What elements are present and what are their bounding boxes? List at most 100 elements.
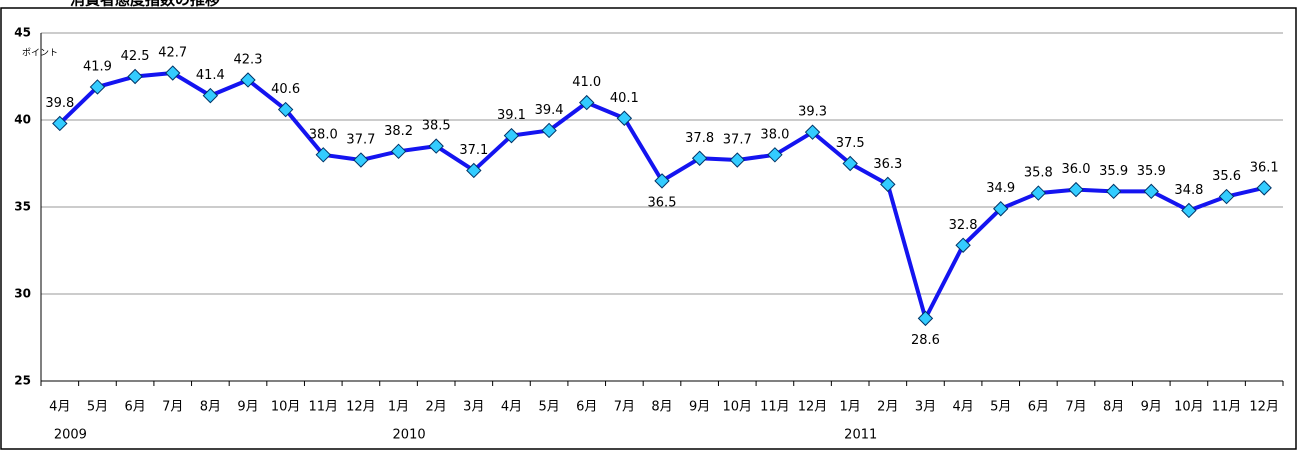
data-label: 38.0 (760, 127, 789, 142)
marker (993, 201, 1009, 217)
marker (390, 143, 407, 160)
data-label: 40.1 (610, 91, 639, 106)
x-tick-label: 12月 (1249, 400, 1279, 415)
marker (691, 150, 708, 166)
x-tick-label: 7月 (1065, 400, 1086, 415)
marker (917, 310, 934, 327)
x-tick-label: 4月 (501, 400, 522, 415)
marker (353, 152, 369, 168)
marker (428, 138, 444, 154)
year-label: 2011 (844, 428, 877, 443)
x-tick-label: 1月 (388, 400, 409, 415)
data-label: 42.5 (121, 49, 150, 64)
y-tick-label: 30 (14, 287, 31, 301)
x-tick-label: 4月 (952, 400, 973, 415)
x-tick-label: 10月 (1174, 400, 1204, 415)
marker (89, 79, 106, 95)
marker (52, 115, 68, 132)
x-tick-label: 11月 (1212, 400, 1242, 415)
data-label: 35.6 (1212, 169, 1241, 184)
x-tick-label: 11月 (760, 400, 790, 415)
chart-title: 消費者態度指数の推移 (70, 0, 220, 9)
data-label: 40.6 (271, 82, 300, 97)
data-label: 39.3 (798, 105, 827, 120)
marker (579, 94, 595, 111)
data-label: 36.5 (648, 195, 677, 210)
x-tick-label: 1月 (840, 400, 861, 415)
x-tick-label: 5月 (990, 400, 1011, 415)
x-tick-label: 8月 (1103, 400, 1124, 415)
data-label: 37.8 (685, 131, 714, 146)
marker (654, 173, 670, 189)
x-tick-label: 5月 (538, 400, 559, 415)
marker (1105, 183, 1122, 200)
x-tick-label: 8月 (200, 400, 221, 415)
data-label: 38.0 (309, 127, 338, 142)
marker (315, 147, 331, 163)
marker (541, 122, 557, 139)
data-label: 41.0 (572, 75, 601, 90)
data-label: 36.3 (873, 157, 902, 172)
x-tick-label: 10月 (722, 400, 752, 415)
marker (616, 110, 633, 126)
marker (1143, 183, 1159, 200)
data-label: 37.7 (346, 133, 375, 148)
marker (880, 176, 896, 193)
marker (466, 162, 482, 179)
x-tick-label: 6月 (1028, 400, 1049, 415)
marker (165, 65, 181, 81)
data-label: 37.7 (723, 133, 752, 148)
data-label: 42.3 (234, 52, 263, 67)
x-tick-label: 6月 (576, 400, 597, 415)
data-label: 39.1 (497, 108, 526, 123)
data-label: 37.5 (836, 136, 865, 151)
year-label: 2009 (54, 428, 87, 443)
data-label: 32.8 (949, 218, 978, 233)
y-tick-label: 35 (14, 200, 31, 214)
x-tick-label: 11月 (308, 400, 338, 415)
x-tick-label: 3月 (463, 400, 484, 415)
marker (1218, 188, 1235, 205)
x-tick-label: 2月 (426, 400, 447, 415)
marker (1068, 181, 1084, 198)
x-tick-label: 7月 (162, 400, 183, 415)
x-tick-label: 10月 (271, 400, 301, 415)
y-tick-label: 45 (14, 26, 31, 40)
x-tick-label: 5月 (87, 400, 108, 415)
x-tick-label: 6月 (124, 400, 145, 415)
year-label: 2010 (393, 428, 426, 443)
x-tick-label: 8月 (651, 400, 672, 415)
marker (1256, 180, 1272, 196)
marker (729, 152, 745, 168)
data-label: 28.6 (911, 333, 940, 348)
data-label: 39.8 (45, 96, 74, 111)
data-label: 34.9 (986, 181, 1015, 196)
chart-border (0, 7, 1297, 450)
data-label: 34.8 (1174, 183, 1203, 198)
data-label: 37.1 (459, 143, 488, 158)
marker (767, 147, 783, 163)
data-label: 42.7 (158, 46, 187, 61)
marker (804, 124, 821, 140)
data-label: 41.4 (196, 68, 225, 83)
data-label: 36.0 (1062, 162, 1091, 177)
marker (127, 68, 143, 85)
x-tick-label: 9月 (689, 400, 710, 415)
marker (503, 127, 520, 144)
x-tick-label: 3月 (915, 400, 936, 415)
y-tick-label: 40 (14, 113, 31, 127)
data-label: 41.9 (83, 59, 112, 74)
marker (277, 101, 294, 118)
marker (240, 72, 256, 88)
marker (1030, 185, 1047, 201)
x-tick-label: 9月 (1141, 400, 1162, 415)
x-tick-label: 2月 (877, 400, 898, 415)
marker (842, 155, 858, 172)
data-label: 35.9 (1137, 164, 1166, 179)
data-label: 38.5 (422, 119, 451, 134)
data-label: 38.2 (384, 124, 413, 139)
x-tick-label: 4月 (49, 400, 70, 415)
data-label: 35.8 (1024, 166, 1053, 181)
y-tick-label: 25 (14, 374, 31, 388)
